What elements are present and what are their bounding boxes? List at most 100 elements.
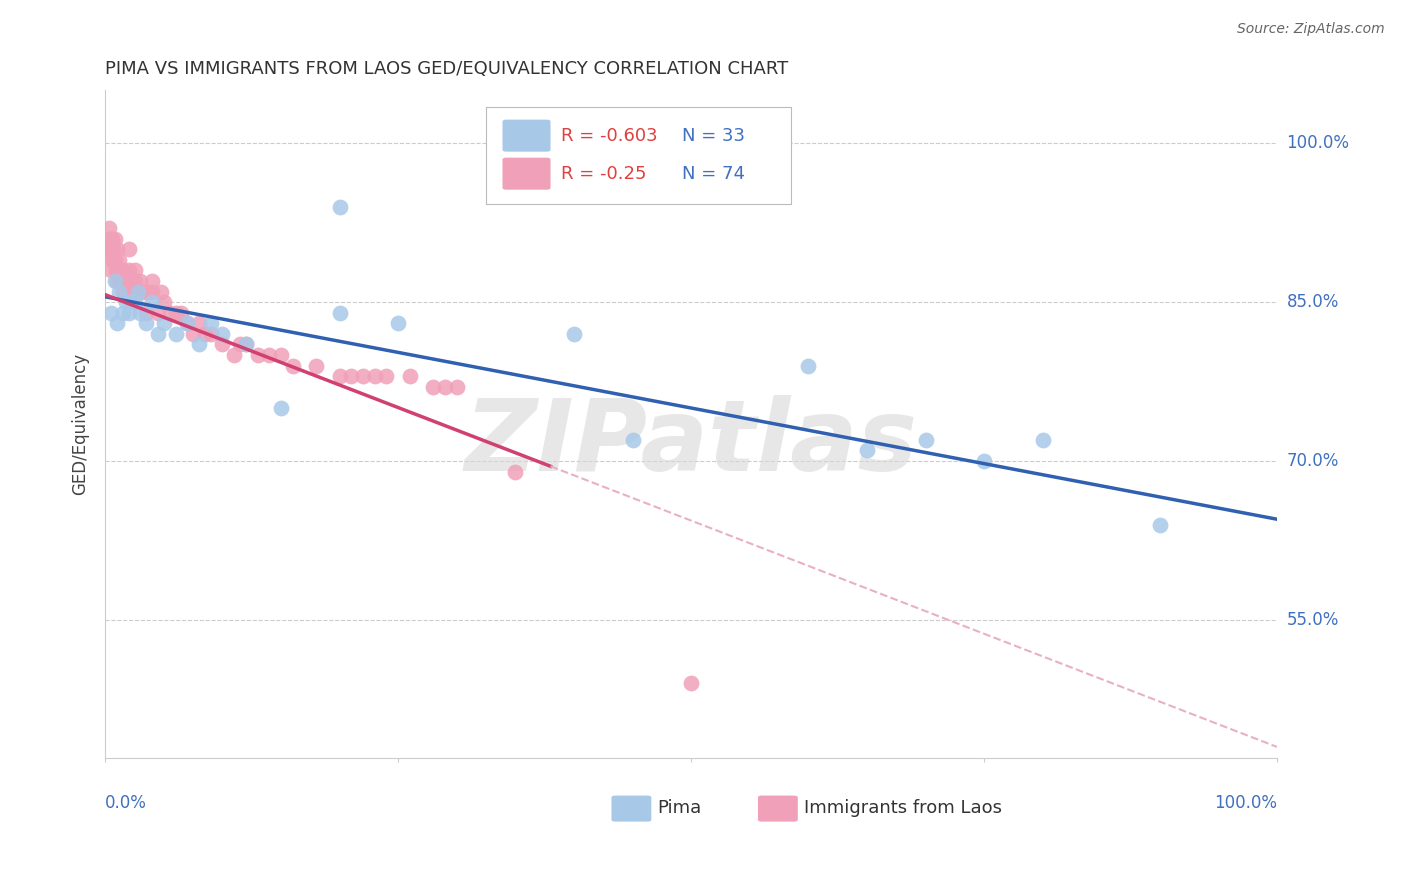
Text: N = 33: N = 33 bbox=[682, 127, 745, 145]
Point bbox=[153, 295, 176, 310]
Point bbox=[112, 285, 135, 299]
Point bbox=[797, 359, 820, 373]
Point bbox=[118, 263, 141, 277]
Point bbox=[135, 306, 157, 320]
Text: 100.0%: 100.0% bbox=[1286, 134, 1350, 153]
Point bbox=[120, 274, 142, 288]
Point bbox=[96, 242, 118, 256]
Point bbox=[105, 242, 128, 256]
Point bbox=[110, 274, 132, 288]
Point bbox=[103, 231, 125, 245]
Point bbox=[141, 295, 163, 310]
Point bbox=[129, 285, 152, 299]
Point bbox=[340, 369, 363, 384]
Point bbox=[387, 316, 409, 330]
Text: ZIPatlas: ZIPatlas bbox=[464, 395, 918, 492]
Text: 85.0%: 85.0% bbox=[1286, 293, 1339, 311]
Point bbox=[101, 252, 124, 267]
Point bbox=[105, 274, 128, 288]
Point bbox=[135, 285, 157, 299]
Point bbox=[108, 252, 131, 267]
Point bbox=[129, 274, 152, 288]
Point bbox=[124, 295, 146, 310]
Point bbox=[124, 285, 146, 299]
Point bbox=[165, 326, 187, 341]
Point bbox=[146, 326, 169, 341]
Point bbox=[399, 369, 422, 384]
Point bbox=[329, 200, 352, 214]
Point bbox=[375, 369, 398, 384]
FancyBboxPatch shape bbox=[502, 120, 551, 152]
FancyBboxPatch shape bbox=[758, 796, 797, 822]
Text: R = -0.25: R = -0.25 bbox=[561, 165, 647, 183]
Point bbox=[100, 231, 122, 245]
Point bbox=[146, 306, 169, 320]
Point bbox=[107, 263, 129, 277]
Point bbox=[329, 369, 352, 384]
Point bbox=[127, 285, 149, 299]
Point bbox=[246, 348, 269, 362]
Text: Pima: Pima bbox=[657, 799, 702, 817]
Point bbox=[176, 316, 198, 330]
FancyBboxPatch shape bbox=[502, 158, 551, 190]
Point bbox=[422, 380, 444, 394]
Point bbox=[188, 337, 211, 351]
Point bbox=[224, 348, 246, 362]
Point bbox=[562, 326, 585, 341]
Point bbox=[235, 337, 257, 351]
Point bbox=[118, 242, 141, 256]
Point bbox=[1149, 517, 1171, 532]
Point bbox=[111, 306, 134, 320]
Point bbox=[98, 231, 121, 245]
Text: Immigrants from Laos: Immigrants from Laos bbox=[804, 799, 1001, 817]
Point bbox=[681, 676, 703, 690]
Point bbox=[98, 242, 121, 256]
Point bbox=[105, 316, 128, 330]
Point bbox=[104, 263, 127, 277]
Text: N = 74: N = 74 bbox=[682, 165, 745, 183]
Point bbox=[110, 274, 132, 288]
Point bbox=[108, 274, 131, 288]
Point bbox=[229, 337, 252, 351]
Point bbox=[914, 433, 936, 447]
Point bbox=[103, 242, 125, 256]
Point bbox=[281, 359, 304, 373]
Point bbox=[176, 316, 198, 330]
Point bbox=[112, 274, 135, 288]
Point bbox=[97, 242, 120, 256]
Point bbox=[434, 380, 457, 394]
Point bbox=[120, 295, 142, 310]
Point bbox=[364, 369, 387, 384]
Point bbox=[270, 401, 292, 415]
Point bbox=[103, 274, 125, 288]
Point bbox=[135, 316, 157, 330]
Point bbox=[100, 242, 122, 256]
Point bbox=[446, 380, 468, 394]
Point bbox=[621, 433, 644, 447]
Point bbox=[103, 252, 125, 267]
Point bbox=[111, 285, 134, 299]
Point bbox=[101, 231, 124, 245]
Point bbox=[118, 306, 141, 320]
Text: PIMA VS IMMIGRANTS FROM LAOS GED/EQUIVALENCY CORRELATION CHART: PIMA VS IMMIGRANTS FROM LAOS GED/EQUIVAL… bbox=[105, 60, 789, 78]
Point bbox=[259, 348, 281, 362]
Point bbox=[200, 326, 222, 341]
Point bbox=[124, 274, 146, 288]
Point bbox=[352, 369, 374, 384]
Point bbox=[211, 337, 233, 351]
Text: 0.0%: 0.0% bbox=[105, 794, 148, 813]
Point bbox=[115, 274, 138, 288]
Text: Source: ZipAtlas.com: Source: ZipAtlas.com bbox=[1237, 22, 1385, 37]
Point bbox=[100, 263, 122, 277]
Point bbox=[211, 326, 233, 341]
Point bbox=[129, 306, 152, 320]
Point bbox=[141, 285, 163, 299]
Point bbox=[194, 326, 217, 341]
Point bbox=[97, 221, 120, 235]
Text: 70.0%: 70.0% bbox=[1286, 452, 1339, 470]
Point bbox=[115, 295, 138, 310]
Point bbox=[973, 454, 995, 468]
Point bbox=[103, 252, 125, 267]
Point bbox=[270, 348, 292, 362]
Point bbox=[153, 316, 176, 330]
